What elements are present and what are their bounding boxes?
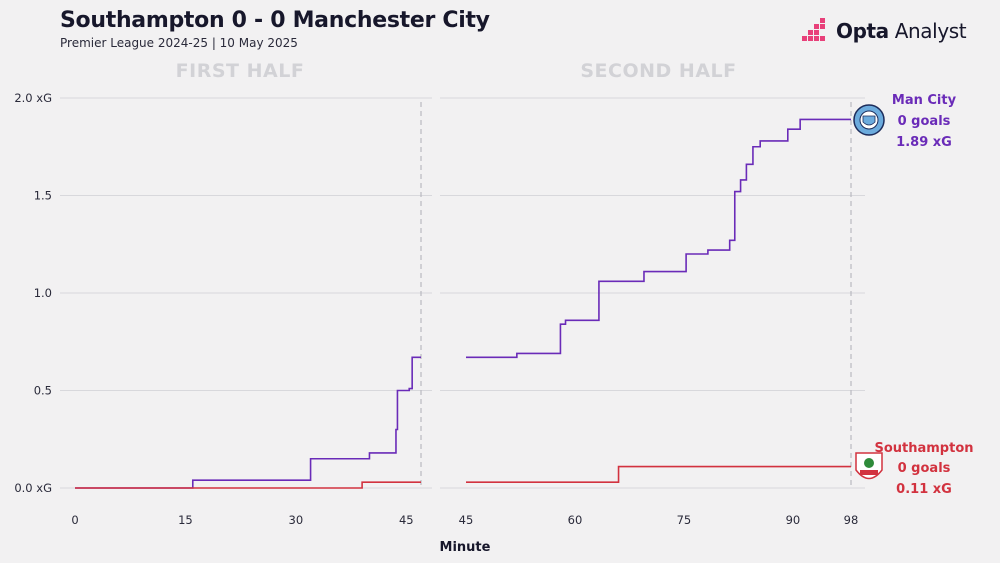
x-tick-label: 75 bbox=[677, 513, 692, 527]
x-tick-label: 98 bbox=[844, 513, 859, 527]
man-city-xg-value: 1.89 xG bbox=[896, 135, 952, 150]
southampton-xg-value: 0.11 xG bbox=[896, 482, 952, 497]
first-half-label: FIRST HALF bbox=[176, 60, 305, 82]
southampton-xg-line bbox=[75, 481, 421, 489]
y-tick-label: 2.0 xG bbox=[14, 91, 52, 105]
y-tick-label: 1.5 bbox=[34, 189, 52, 203]
x-tick-label: 15 bbox=[178, 513, 193, 527]
opta-analyst-logo: Opta Analyst bbox=[800, 14, 967, 48]
x-tick-label: 90 bbox=[786, 513, 801, 527]
southampton-goals: 0 goals bbox=[898, 461, 951, 476]
page-subtitle: Premier League 2024-25 | 10 May 2025 bbox=[60, 36, 298, 50]
page-title: Southampton 0 - 0 Manchester City bbox=[60, 8, 490, 33]
x-axis-label: Minute bbox=[440, 540, 491, 555]
y-tick-label: 0.5 bbox=[34, 384, 52, 398]
man-city-crest-shield bbox=[862, 115, 876, 126]
southampton-team-name: Southampton bbox=[874, 441, 973, 456]
southampton-crest-tree bbox=[864, 458, 874, 468]
x-tick-label: 45 bbox=[399, 513, 414, 527]
x-tick-label: 30 bbox=[289, 513, 304, 527]
southampton-crest-band bbox=[860, 470, 878, 475]
brand-text: Opta Analyst bbox=[836, 19, 967, 43]
man-city-team-name: Man City bbox=[892, 93, 957, 108]
man-city-xg-line bbox=[75, 356, 421, 489]
second-half-label: SECOND HALF bbox=[580, 60, 736, 82]
opta-pixel-logo-icon bbox=[802, 18, 825, 41]
man-city-goals: 0 goals bbox=[898, 114, 951, 129]
y-tick-label: 0.0 xG bbox=[14, 481, 52, 495]
x-tick-label: 0 bbox=[71, 513, 78, 527]
man-city-xg-line bbox=[466, 118, 851, 359]
southampton-xg-line bbox=[466, 465, 851, 483]
x-tick-label: 45 bbox=[459, 513, 474, 527]
x-tick-label: 60 bbox=[568, 513, 583, 527]
y-tick-label: 1.0 bbox=[34, 286, 52, 300]
